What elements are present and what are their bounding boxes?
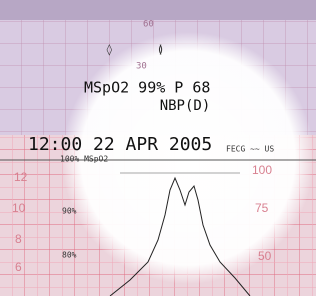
channels: FECG ~~ US <box>226 145 274 154</box>
timestamp: 12:00 22 APR 2005 <box>28 134 212 155</box>
top-band <box>0 0 316 20</box>
readout-line: NBP(D) <box>160 98 211 114</box>
marker: ≬ <box>158 43 163 56</box>
upper-scale-label: 60 <box>143 20 154 30</box>
marker: ◊ <box>106 43 113 56</box>
fhr-label: 100 <box>252 163 272 177</box>
spo2-label: 100% MSpO2 <box>60 155 108 164</box>
upper-scale-label: 30 <box>136 62 147 72</box>
readout-line: MSpO2 99% P 68 <box>84 79 210 97</box>
fhr-label: 50 <box>258 249 272 263</box>
uc-label: 6 <box>15 260 22 274</box>
spo2-label: 90% <box>62 207 77 216</box>
uc-label: 10 <box>12 201 26 215</box>
fhr-label: 75 <box>255 201 269 215</box>
strip-photo: ◊ ≬ 60 30 MSpO2 99% P 68 NBP(D) 12:00 22… <box>0 0 316 296</box>
spo2-label: 80% <box>62 251 77 260</box>
uc-label: 8 <box>15 232 22 246</box>
uc-label: 12 <box>14 170 28 184</box>
